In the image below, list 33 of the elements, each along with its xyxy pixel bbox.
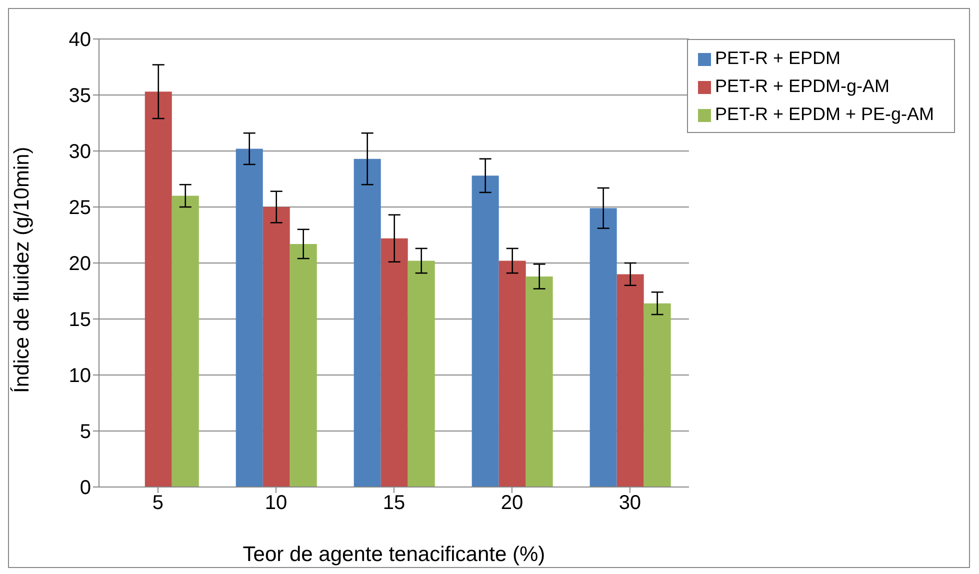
legend-label: PET-R + EPDM (714, 48, 840, 68)
x-tick-label: 30 (618, 492, 642, 514)
y-tick-label: 15 (68, 309, 91, 332)
x-tick-label: 5 (152, 492, 164, 514)
y-tick-label: 10 (68, 365, 91, 388)
legend-label: PET-R + EPDM + PE-g-AM (714, 104, 934, 124)
x-tick-label: 20 (500, 492, 524, 514)
bar (172, 196, 199, 487)
y-tick-label: 30 (68, 141, 91, 164)
bar (644, 303, 671, 487)
bar (590, 208, 617, 487)
bar (498, 260, 526, 487)
bar (526, 276, 553, 487)
bar (144, 92, 172, 487)
bar (408, 260, 435, 487)
bar (290, 244, 317, 487)
bar (380, 238, 408, 487)
y-tick-label: 25 (68, 197, 91, 220)
y-axis-title: Índice de fluidez (g/10min) (9, 146, 34, 393)
x-tick-label: 15 (382, 492, 406, 514)
y-tick-label: 40 (68, 29, 91, 52)
bar (472, 176, 499, 487)
bar (236, 148, 263, 487)
x-tick-label: 10 (264, 492, 288, 514)
bar (354, 158, 381, 487)
y-tick-label: 0 (80, 477, 91, 500)
x-axis-title: Teor de agente tenacificante (%) (242, 543, 546, 566)
y-tick-label: 5 (80, 421, 91, 444)
y-tick-label: 20 (68, 253, 91, 276)
bar (616, 274, 644, 487)
y-tick-label: 35 (68, 85, 91, 108)
bar (262, 207, 290, 487)
legend-label: PET-R + EPDM-g-AM (714, 76, 890, 96)
